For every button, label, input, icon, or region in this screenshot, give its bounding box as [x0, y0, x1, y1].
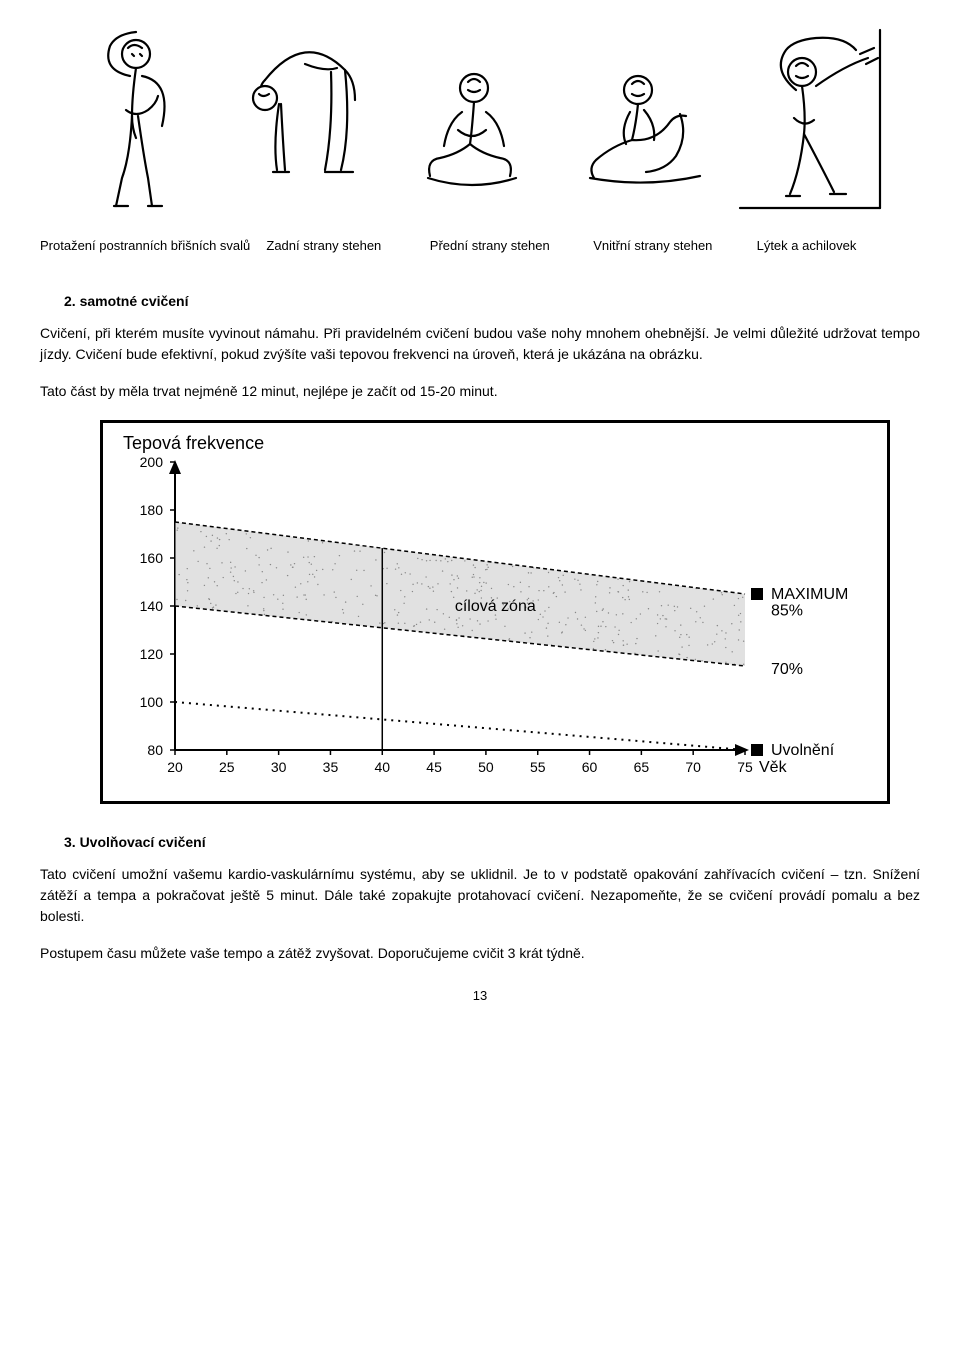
caption-4: Vnitřní strany stehen	[593, 238, 756, 253]
caption-2: Zadní strany stehen	[266, 238, 429, 253]
exercise-captions: Protažení postranních břišních svalů Zad…	[40, 238, 920, 253]
svg-text:35: 35	[323, 759, 339, 775]
exercise-figure-seated	[560, 50, 730, 220]
section-3-heading: 3. Uvolňovací cvičení	[64, 834, 920, 850]
svg-text:180: 180	[140, 502, 164, 518]
svg-text:140: 140	[140, 598, 164, 614]
svg-text:30: 30	[271, 759, 287, 775]
svg-text:40: 40	[374, 759, 390, 775]
svg-text:cílová zóna: cílová zóna	[455, 598, 536, 615]
caption-1: Protažení postranních břišních svalů	[40, 238, 266, 253]
svg-text:70%: 70%	[771, 661, 803, 678]
exercise-figure-forward-bend	[227, 20, 394, 220]
section-2-paragraph-1: Cvičení, při kterém musíte vyvinout náma…	[40, 323, 920, 365]
svg-text:100: 100	[140, 694, 164, 710]
page-number: 13	[40, 988, 920, 1003]
svg-text:160: 160	[140, 550, 164, 566]
section-2-heading: 2. samotné cvičení	[64, 293, 920, 309]
svg-text:45: 45	[426, 759, 442, 775]
svg-text:120: 120	[140, 646, 164, 662]
heart-rate-chart: Tepová frekvence 80 100 120 140 160 180 200 20 2…	[100, 420, 890, 804]
svg-text:80: 80	[147, 742, 163, 758]
svg-text:55: 55	[530, 759, 546, 775]
section-3-paragraph-1: Tato cvičení umožní vašemu kardio-vaskul…	[40, 864, 920, 927]
svg-text:20: 20	[167, 759, 183, 775]
svg-text:85%: 85%	[771, 603, 803, 620]
caption-3: Přední strany stehen	[430, 238, 593, 253]
exercise-figure-side-bend	[60, 20, 227, 220]
exercise-illustrations	[40, 20, 920, 220]
svg-text:60: 60	[582, 759, 598, 775]
svg-text:75: 75	[737, 759, 753, 775]
section-3-paragraph-2: Postupem času můžete vaše tempo a zátěž …	[40, 943, 920, 964]
svg-text:50: 50	[478, 759, 494, 775]
caption-5: Lýtek a achilovek	[757, 238, 920, 253]
svg-text:MAXIMUM: MAXIMUM	[771, 586, 848, 603]
svg-text:Uvolnění: Uvolnění	[771, 742, 835, 759]
svg-text:25: 25	[219, 759, 235, 775]
chart-title: Tepová frekvence	[123, 433, 875, 454]
exercise-figure-wall-stretch	[730, 20, 900, 220]
section-2-paragraph-2: Tato část by měla trvat nejméně 12 minut…	[40, 381, 920, 402]
chart-svg: 80 100 120 140 160 180 200 20 25 30 35 40 45 50 55 60 65…	[115, 456, 875, 786]
svg-text:65: 65	[634, 759, 650, 775]
exercise-figure-kneeling	[393, 20, 560, 220]
svg-text:200: 200	[140, 456, 164, 470]
svg-text:70: 70	[685, 759, 701, 775]
svg-text:Věk: Věk	[759, 759, 788, 776]
